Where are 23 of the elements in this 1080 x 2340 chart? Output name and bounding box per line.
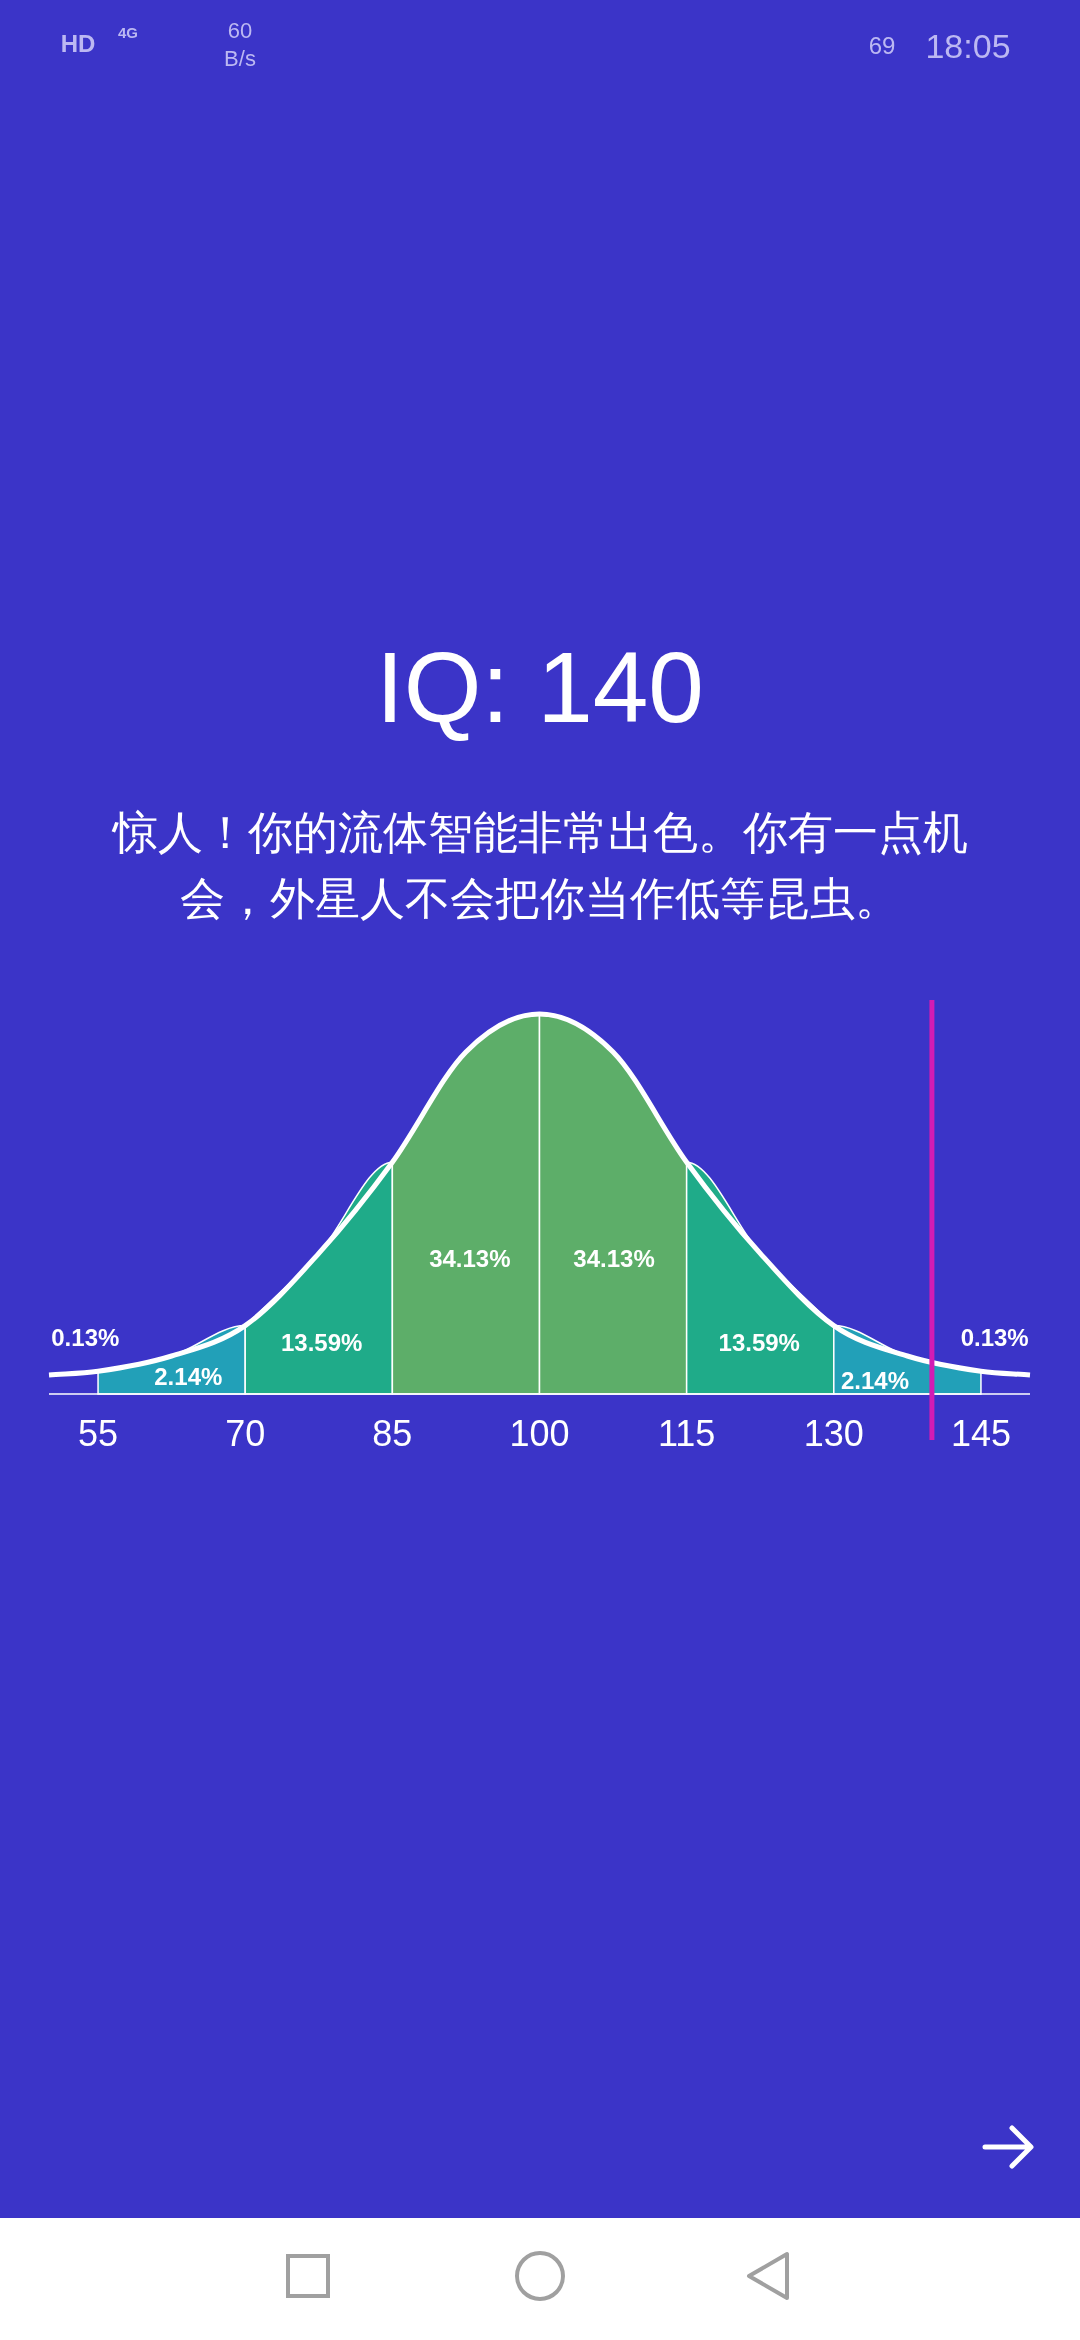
text: 60 (227, 18, 253, 43)
x-tick-label: 145 (950, 1413, 1011, 1454)
text: 69 (868, 32, 896, 59)
x-tick-label: 55 (78, 1413, 119, 1454)
annotation: 13.59% (281, 1328, 363, 1356)
text: 4G (117, 24, 139, 41)
annotation: 2.14% (154, 1363, 223, 1391)
x-tick-label: 100 (509, 1413, 570, 1454)
annotation: 34.13% (573, 1245, 655, 1273)
text: 18:05 (925, 27, 1011, 65)
annotation: 0.13% (51, 1323, 120, 1351)
x-tick-label: 70 (225, 1413, 266, 1454)
chart-title: IQ: 140 (375, 630, 705, 745)
x-tick-label: 130 (803, 1413, 864, 1454)
x-tick-label: 85 (372, 1413, 413, 1454)
annotation: 34.13% (429, 1245, 511, 1273)
annotation: 0.13% (960, 1323, 1029, 1351)
x-tick-label: 115 (657, 1413, 716, 1454)
text: HD (60, 30, 96, 57)
annotation: 13.59% (718, 1328, 800, 1356)
annotation: 2.14% (840, 1366, 910, 1394)
chart-subtitle: 惊人！你的流体智能非常出色。你有一点机会，外星人不会把你当作低等昆虫。 (111, 805, 969, 927)
text: B/s (224, 46, 256, 71)
